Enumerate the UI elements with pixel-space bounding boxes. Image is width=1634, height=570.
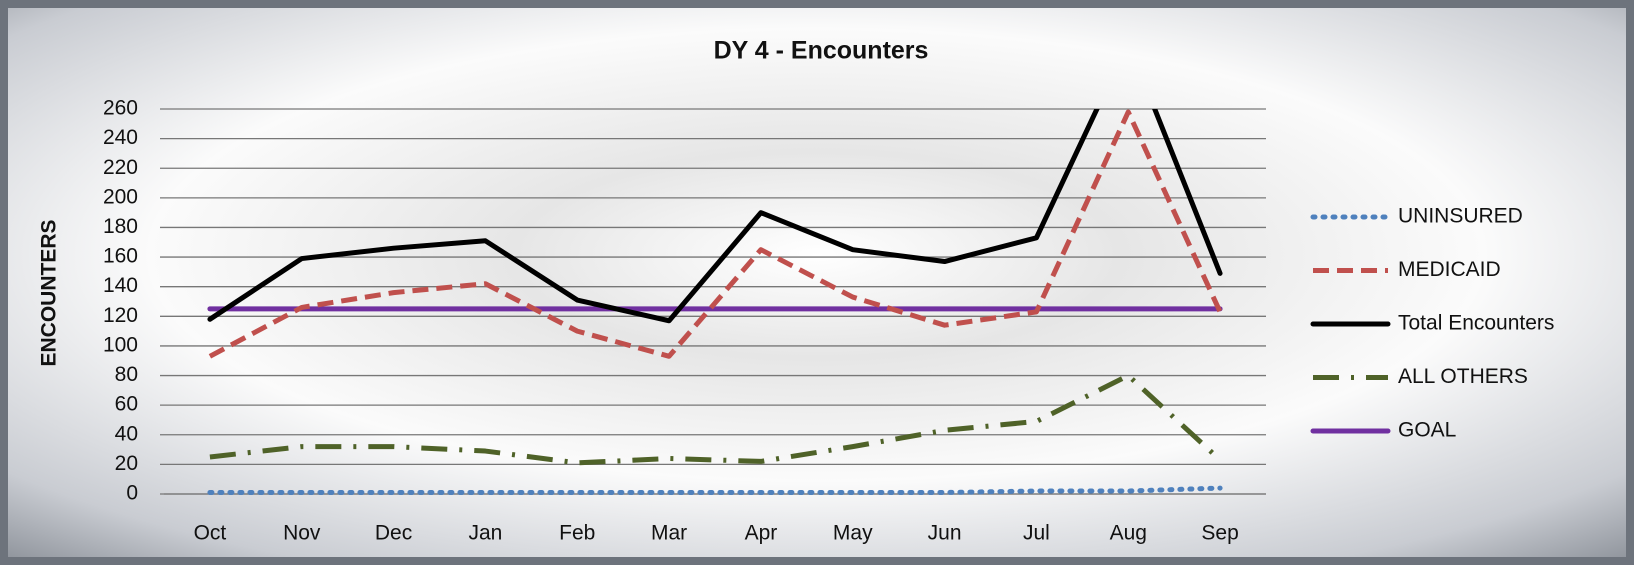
y-tick-label: 0: [126, 482, 138, 505]
y-axis-title: ENCOUNTERS: [38, 219, 61, 366]
background: [8, 8, 1626, 557]
x-tick-label: Nov: [283, 522, 321, 545]
y-tick-label: 220: [103, 156, 138, 179]
y-tick-label: 240: [103, 126, 138, 149]
legend-label: UNINSURED: [1398, 205, 1523, 228]
y-tick-label: 120: [103, 304, 138, 327]
y-tick-label: 260: [103, 97, 138, 120]
y-tick-label: 80: [115, 363, 138, 386]
series-line: [207, 109, 1223, 324]
series-line: [208, 109, 1223, 359]
y-tick-label: 100: [103, 333, 138, 356]
y-tick-label: 180: [103, 215, 138, 238]
legend-label: ALL OTHERS: [1398, 365, 1528, 388]
y-tick-label: 40: [115, 422, 138, 445]
x-tick-label: Feb: [559, 522, 595, 545]
plot-lines: [207, 109, 1223, 495]
x-tick-label: Apr: [745, 522, 778, 545]
y-tick-label: 140: [103, 274, 138, 297]
x-tick-label: Sep: [1201, 522, 1238, 545]
legend-label: GOAL: [1398, 419, 1456, 442]
y-tick-label: 200: [103, 185, 138, 208]
x-tick-label: Dec: [375, 522, 412, 545]
x-tick-label: Jul: [1023, 522, 1050, 545]
x-tick-label: Mar: [651, 522, 687, 545]
legend-label: Total Encounters: [1398, 312, 1554, 335]
x-tick-label: May: [833, 522, 873, 545]
legend-label: MEDICAID: [1398, 258, 1501, 281]
x-tick-label: Aug: [1110, 522, 1147, 545]
y-tick-label: 20: [115, 452, 138, 475]
y-tick-label: 60: [115, 393, 138, 416]
series-line: [207, 485, 1223, 495]
y-tick-label: 160: [103, 245, 138, 268]
series-line: [209, 373, 1222, 466]
x-tick-label: Oct: [194, 522, 227, 545]
chart-title: DY 4 - Encounters: [714, 37, 929, 65]
x-tick-label: Jun: [928, 522, 962, 545]
x-tick-label: Jan: [468, 522, 502, 545]
